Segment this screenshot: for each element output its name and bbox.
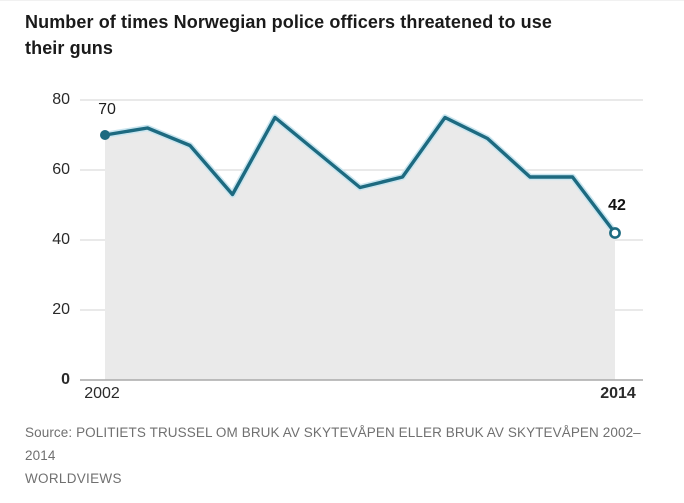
end-point-marker — [609, 227, 621, 239]
y-tick-label-20: 20 — [52, 301, 70, 318]
x-tick-2014: 2014 — [600, 385, 636, 402]
start-point-marker — [100, 130, 110, 140]
source-note: Source: POLITIETS TRUSSEL OM BRUK AV SKY… — [25, 421, 665, 467]
area-fill — [105, 117, 615, 380]
source-line2: 2014 — [25, 448, 56, 463]
x-tick-2002: 2002 — [84, 385, 120, 402]
y-tick-label-80: 80 — [52, 91, 70, 108]
y-tick-label-40: 40 — [52, 231, 70, 248]
y-tick-label-0: 0 — [61, 371, 70, 388]
chart-title: Number of times Norwegian police officer… — [25, 9, 665, 61]
source-line1: Source: POLITIETS TRUSSEL OM BRUK AV SKY… — [25, 425, 641, 440]
chart-title-line1: Number of times Norwegian police officer… — [25, 12, 553, 32]
last-value-label: 42 — [608, 197, 626, 214]
first-value-label: 70 — [98, 101, 116, 118]
worldviews-label: WORLDVIEWS — [25, 471, 122, 486]
chart-title-line2: their guns — [25, 38, 114, 58]
y-tick-label-60: 60 — [52, 161, 70, 178]
data-line — [104, 115, 617, 235]
